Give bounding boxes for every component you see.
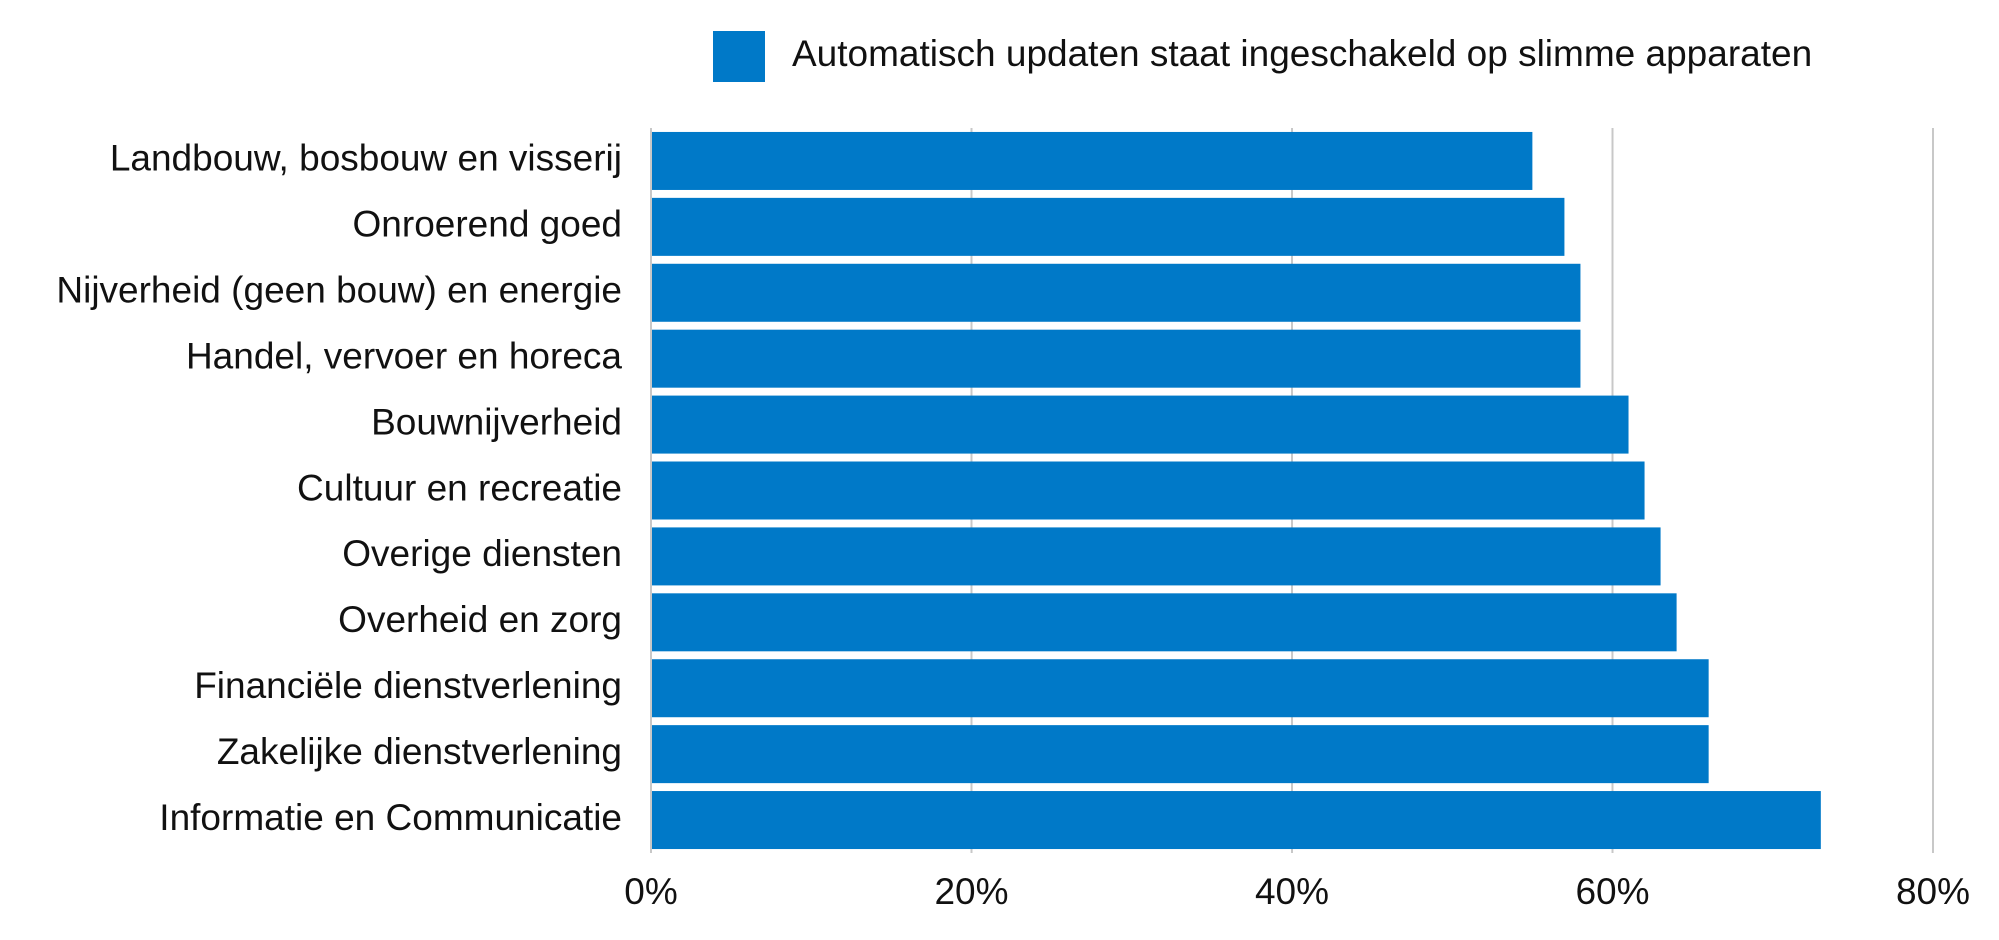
y-tick-label: Handel, vervoer en horeca xyxy=(186,335,622,376)
y-tick-label: Informatie en Communicatie xyxy=(159,797,622,838)
y-tick-label: Bouwnijverheid xyxy=(371,401,622,442)
y-tick-label: Overige diensten xyxy=(342,533,622,574)
bar xyxy=(651,659,1709,718)
y-tick-label: Financiële dienstverlening xyxy=(194,665,622,706)
bar xyxy=(651,329,1581,388)
legend-swatch xyxy=(713,31,765,82)
y-tick-label: Nijverheid (geen bouw) en energie xyxy=(56,270,622,311)
y-tick-label: Zakelijke dienstverlening xyxy=(217,731,622,772)
y-tick-label: Overheid en zorg xyxy=(338,599,622,640)
y-tick-label: Landbouw, bosbouw en visserij xyxy=(110,138,622,179)
bar xyxy=(651,131,1533,190)
x-tick-label: 40% xyxy=(1255,871,1329,912)
bar xyxy=(651,197,1565,256)
bar xyxy=(651,593,1677,652)
y-tick-label: Onroerend goed xyxy=(353,204,622,245)
x-tick-label: 60% xyxy=(1575,871,1649,912)
bar xyxy=(651,263,1581,322)
bar xyxy=(651,461,1645,520)
y-tick-label: Cultuur en recreatie xyxy=(297,467,622,508)
bar xyxy=(651,791,1821,850)
bar xyxy=(651,527,1661,586)
legend-label: Automatisch updaten staat ingeschakeld o… xyxy=(792,33,1812,74)
bar xyxy=(651,395,1629,454)
bar xyxy=(651,725,1709,784)
x-tick-label: 20% xyxy=(934,871,1008,912)
x-tick-label: 0% xyxy=(624,871,677,912)
x-tick-label: 80% xyxy=(1896,871,1970,912)
